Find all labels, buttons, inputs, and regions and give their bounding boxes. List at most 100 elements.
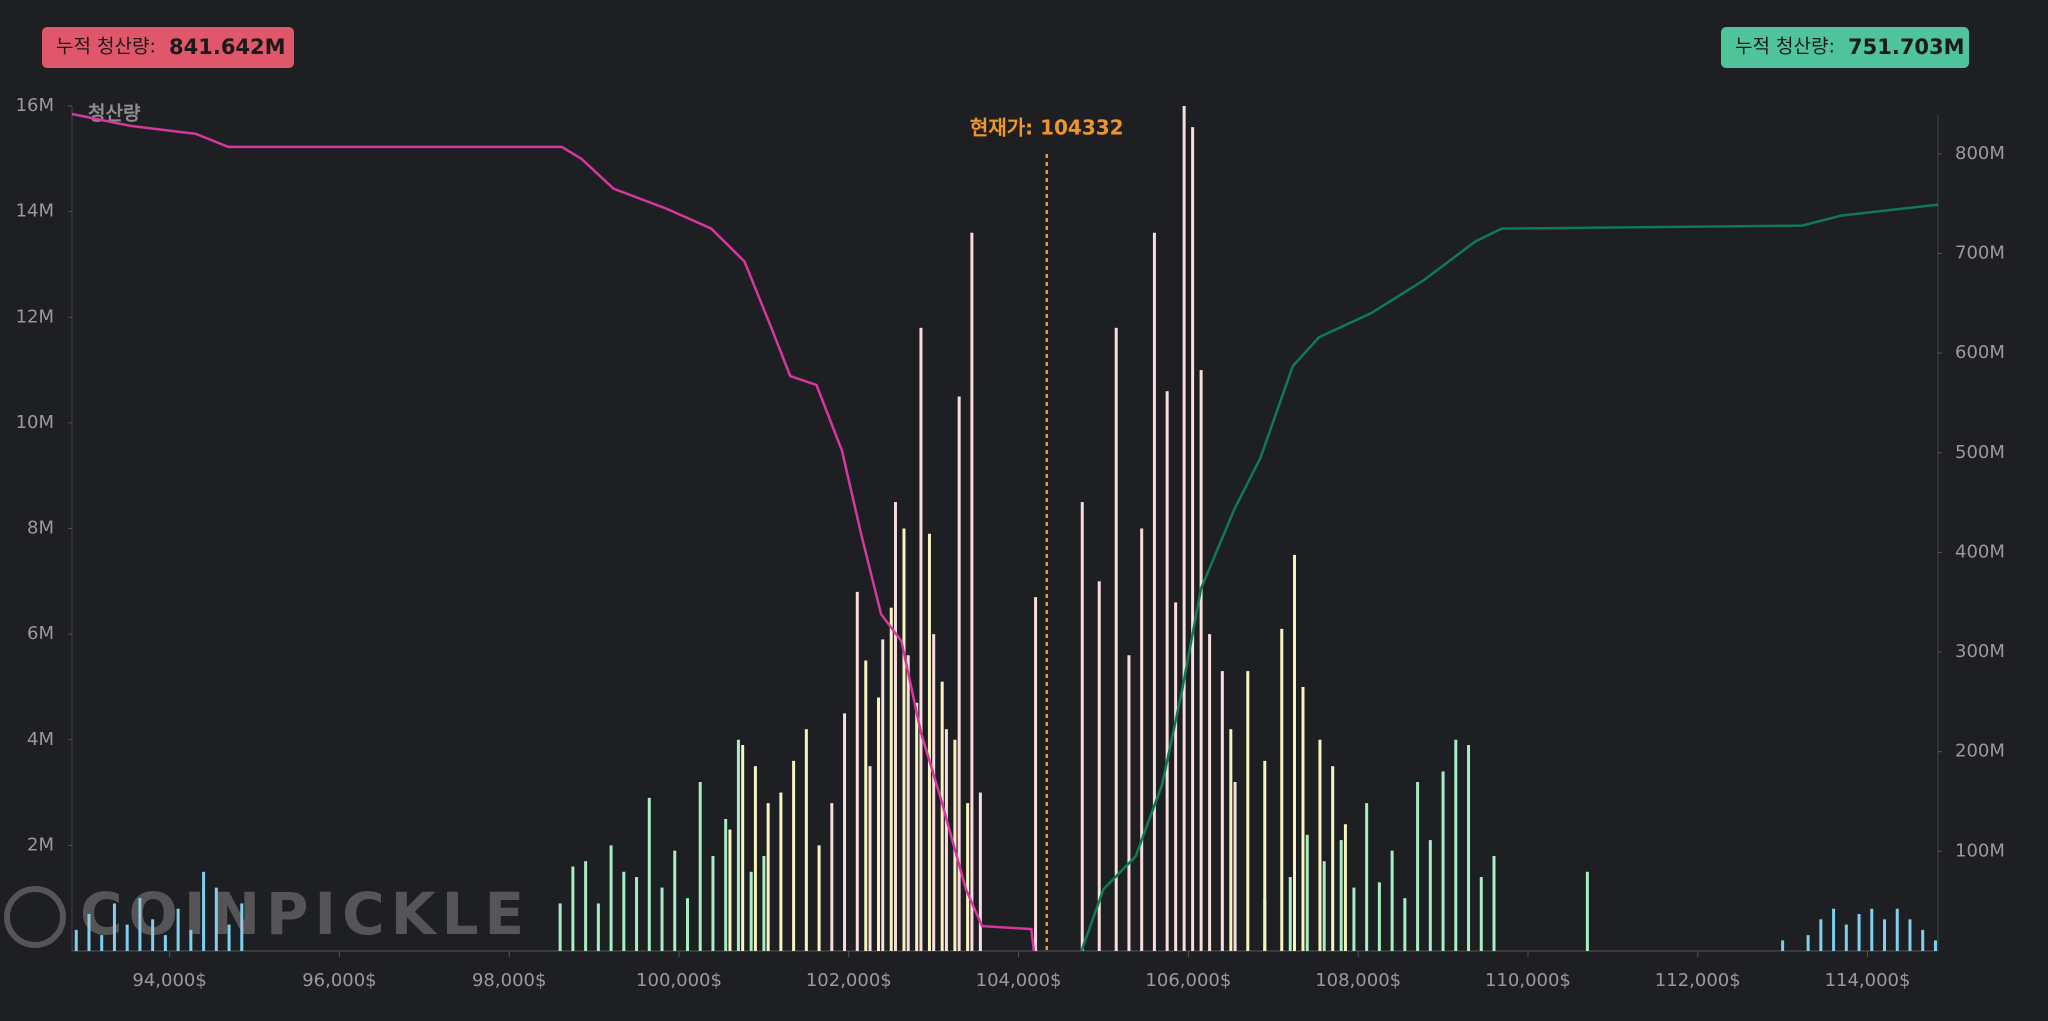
y2-tick-label: 300M: [1955, 641, 2005, 662]
bar: [855, 591, 859, 951]
bar: [584, 861, 588, 951]
bar: [74, 929, 78, 951]
y-tick-label: 16M: [16, 95, 54, 116]
bar: [660, 887, 664, 951]
y-tick-label: 6M: [27, 623, 54, 644]
x-tick-label: 96,000$: [302, 970, 376, 991]
bar: [1781, 940, 1785, 951]
bar: [711, 855, 715, 951]
bar: [189, 929, 193, 951]
y-tick-label: 10M: [16, 412, 54, 433]
x-tick-label: 102,000$: [806, 970, 892, 991]
badge-value: 751.703M: [1848, 35, 1965, 59]
y-axis-title: 청산량: [88, 103, 141, 125]
bar: [1305, 834, 1309, 951]
bar: [932, 634, 936, 951]
y2-tick-label: 500M: [1955, 442, 2005, 463]
bar: [970, 232, 974, 951]
badge-bg: [42, 27, 294, 68]
bar: [940, 681, 944, 951]
watermark-group: COINPICKLE: [4, 880, 524, 948]
bar: [1870, 908, 1874, 951]
bar: [1921, 929, 1925, 951]
bar: [1127, 655, 1131, 951]
bar: [736, 739, 740, 951]
bar: [1467, 745, 1471, 951]
bar: [571, 866, 575, 951]
bar: [1280, 628, 1284, 951]
bar: [843, 713, 847, 951]
bar: [1292, 554, 1296, 951]
x-tick-label: 108,000$: [1315, 970, 1401, 991]
y-tick-label: 4M: [27, 729, 54, 750]
bar: [1339, 840, 1343, 951]
bar: [1191, 127, 1195, 951]
bar: [125, 924, 129, 951]
bar: [87, 914, 91, 951]
y-tick-label: 14M: [16, 201, 54, 222]
bar: [1343, 824, 1347, 951]
bar: [596, 903, 600, 951]
bar: [792, 760, 796, 951]
bar: [1229, 729, 1233, 951]
bar: [830, 803, 834, 951]
bar: [1857, 914, 1861, 951]
bar: [112, 903, 116, 951]
bar: [240, 903, 244, 951]
bar: [762, 855, 766, 951]
bar: [673, 850, 677, 951]
badge-label: 누적 청산량:: [56, 36, 156, 58]
bar: [1428, 840, 1432, 951]
y-tick-label: 12M: [16, 306, 54, 327]
bar: [1844, 924, 1848, 951]
bar: [1182, 106, 1186, 951]
bar: [1908, 919, 1912, 951]
bar: [1318, 739, 1322, 951]
x-tick-label: 106,000$: [1145, 970, 1231, 991]
bar: [881, 639, 885, 951]
bar: [138, 898, 142, 951]
bar: [893, 502, 897, 951]
bar: [944, 729, 948, 951]
bar: [1208, 634, 1212, 951]
bar: [1165, 391, 1169, 951]
cumulative-line: [1080, 203, 1939, 952]
bar: [1585, 871, 1589, 951]
bar: [151, 919, 155, 951]
bar: [202, 871, 206, 951]
x-tick-label: 94,000$: [132, 970, 206, 991]
bar: [978, 792, 982, 951]
bar: [1819, 919, 1823, 951]
bar: [766, 803, 770, 951]
bar: [163, 935, 167, 951]
bar: [966, 803, 970, 951]
y-tick-label: 2M: [27, 834, 54, 855]
bar: [1441, 771, 1445, 951]
bar: [957, 396, 961, 951]
y2-tick-label: 700M: [1955, 242, 2005, 263]
bar: [906, 655, 910, 951]
bar: [647, 797, 651, 951]
bar: [927, 533, 931, 951]
bar: [1883, 919, 1887, 951]
x-tick-label: 114,000$: [1825, 970, 1911, 991]
x-tick-label: 100,000$: [636, 970, 722, 991]
bar: [1220, 671, 1224, 951]
bar: [724, 818, 728, 951]
bar: [864, 660, 868, 951]
y-tick-label: 8M: [27, 518, 54, 539]
bar: [1140, 528, 1144, 951]
bar: [1174, 602, 1178, 951]
bar: [622, 871, 626, 951]
bar: [919, 327, 923, 951]
bar: [804, 729, 808, 951]
current-price-label: 현재가: 104332: [970, 116, 1124, 140]
bar: [1080, 502, 1084, 951]
bar: [817, 845, 821, 951]
bar: [1263, 760, 1267, 951]
bar: [877, 697, 881, 951]
bar: [1233, 782, 1237, 951]
y2-tick-label: 100M: [1955, 840, 2005, 861]
bar: [100, 935, 104, 951]
